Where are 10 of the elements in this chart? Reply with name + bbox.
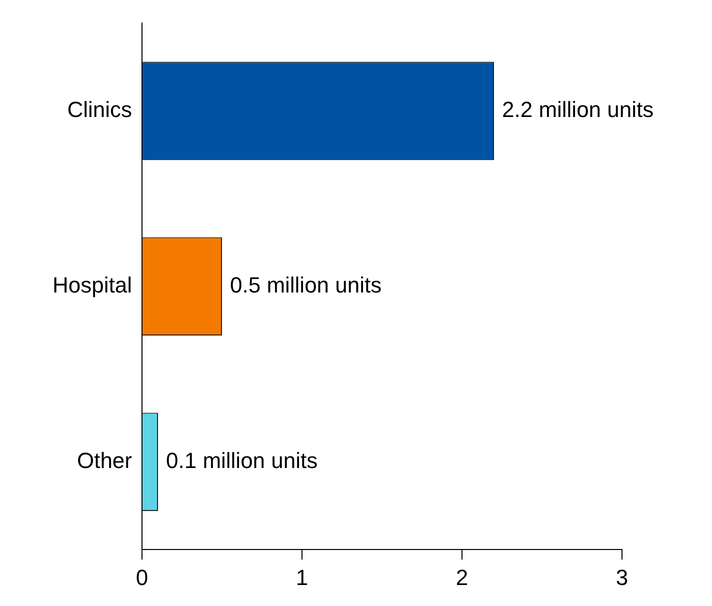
y-tick-label: Clinics bbox=[67, 96, 132, 122]
data-label: 0.1 million units bbox=[166, 448, 318, 473]
x-tick-label: 1 bbox=[296, 564, 308, 590]
x-tick-label: 3 bbox=[616, 564, 628, 590]
x-tick-label: 2 bbox=[456, 564, 468, 590]
x-tick-label: 0 bbox=[136, 564, 148, 590]
y-tick-label: Hospital bbox=[52, 272, 132, 298]
y-tick-label: Other bbox=[76, 448, 132, 473]
data-label: 2.2 million units bbox=[502, 96, 654, 122]
data-label: 0.5 million units bbox=[230, 272, 382, 298]
